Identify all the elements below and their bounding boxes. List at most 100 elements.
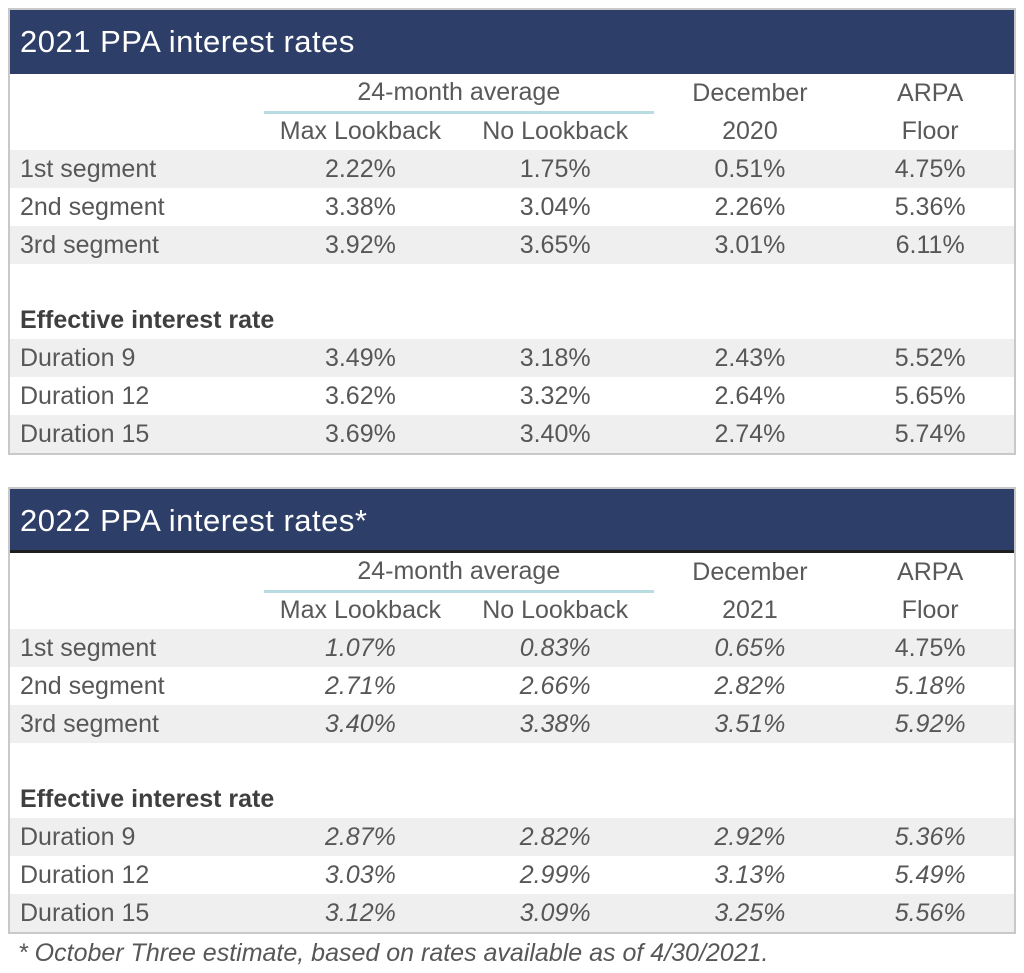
table-row: 2nd segment 2.71% 2.66% 2.82% 5.18% bbox=[10, 667, 1014, 705]
header-row-spanner: 24-month average December ARPA bbox=[10, 553, 1014, 593]
value-cell: 0.51% bbox=[653, 150, 847, 188]
table-row: Duration 9 2.87% 2.82% 2.92% 5.36% bbox=[10, 818, 1014, 856]
spanner-24-month-average: 24-month average bbox=[264, 74, 654, 114]
value-cell: 3.32% bbox=[519, 381, 591, 410]
row-label: Duration 15 bbox=[10, 894, 264, 932]
max-lookback-header: Max Lookback bbox=[279, 596, 441, 625]
value-cell: 3.49% bbox=[264, 339, 457, 377]
value-cell: 2.26% bbox=[714, 192, 786, 221]
value-cell: 2.74% bbox=[653, 415, 847, 453]
value-cell: 3.25% bbox=[653, 894, 847, 932]
header-row-spanner: 24-month average December ARPA bbox=[10, 74, 1014, 114]
december-header-line2: 2020 bbox=[722, 116, 778, 145]
section-label: Effective interest rate bbox=[10, 301, 1014, 339]
row-label: 3rd segment bbox=[10, 226, 264, 264]
value-cell: 2.71% bbox=[324, 671, 396, 700]
value-cell: 0.65% bbox=[653, 629, 847, 667]
table-row: Duration 12 3.62% 3.32% 2.64% 5.65% bbox=[10, 377, 1014, 415]
december-header-line1: December bbox=[692, 557, 808, 586]
value-cell: 3.13% bbox=[714, 860, 786, 889]
table-row: 3rd segment 3.92% 3.65% 3.01% 6.11% bbox=[10, 226, 1014, 264]
table-row: Duration 15 3.12% 3.09% 3.25% 5.56% bbox=[10, 894, 1014, 932]
ppa-2021-grid: 24-month average December ARPA Max Lookb… bbox=[10, 74, 1014, 453]
table-row: Duration 9 3.49% 3.18% 2.43% 5.52% bbox=[10, 339, 1014, 377]
row-label: Duration 12 bbox=[20, 860, 150, 889]
value-cell: 3.51% bbox=[653, 705, 847, 743]
value-cell: 2.99% bbox=[519, 860, 591, 889]
section-row: Effective interest rate bbox=[10, 780, 1014, 818]
max-lookback-header: Max Lookback bbox=[279, 117, 441, 146]
empty-header-cell bbox=[10, 112, 264, 150]
empty-header-cell bbox=[10, 74, 264, 112]
value-cell: 3.40% bbox=[264, 705, 457, 743]
row-label: 3rd segment bbox=[10, 705, 264, 743]
row-label: Duration 12 bbox=[20, 381, 150, 410]
table-row: 2nd segment 3.38% 3.04% 2.26% 5.36% bbox=[10, 188, 1014, 226]
value-cell: 3.01% bbox=[653, 226, 847, 264]
footnote: * October Three estimate, based on rates… bbox=[18, 939, 769, 967]
empty-header-cell bbox=[10, 553, 264, 591]
value-cell: 5.18% bbox=[894, 671, 966, 700]
table-row: Duration 12 3.03% 2.99% 3.13% 5.49% bbox=[10, 856, 1014, 894]
value-cell: 2.87% bbox=[264, 818, 457, 856]
value-cell: 1.07% bbox=[264, 629, 457, 667]
section-row: Effective interest rate bbox=[10, 301, 1014, 339]
spacer-row bbox=[10, 264, 1014, 301]
value-cell: 2.82% bbox=[456, 818, 654, 856]
ppa-2021-table: 2021 PPA interest rates 24-month average… bbox=[8, 8, 1016, 455]
december-header-line2: 2021 bbox=[722, 595, 778, 624]
row-label: 1st segment bbox=[10, 629, 264, 667]
row-label: Duration 15 bbox=[10, 415, 264, 453]
header-row-sub: Max Lookback No Lookback 2021 Floor bbox=[10, 591, 1014, 629]
value-cell: 2.64% bbox=[714, 381, 786, 410]
value-cell: 3.12% bbox=[264, 894, 457, 932]
value-cell: 2.43% bbox=[653, 339, 847, 377]
value-cell: 6.11% bbox=[846, 226, 1014, 264]
value-cell: 3.38% bbox=[456, 705, 654, 743]
value-cell: 5.65% bbox=[894, 381, 966, 410]
row-label: 2nd segment bbox=[20, 671, 165, 700]
ppa-2022-table: 2022 PPA interest rates* 24-month averag… bbox=[8, 487, 1016, 934]
row-label: Duration 9 bbox=[10, 818, 264, 856]
value-cell: 2.22% bbox=[264, 150, 457, 188]
value-cell: 0.83% bbox=[456, 629, 654, 667]
value-cell: 5.36% bbox=[894, 192, 966, 221]
value-cell: 3.18% bbox=[456, 339, 654, 377]
value-cell: 4.75% bbox=[846, 629, 1014, 667]
arpa-header-line1: ARPA bbox=[897, 557, 964, 586]
value-cell: 5.52% bbox=[846, 339, 1014, 377]
table-row: 3rd segment 3.40% 3.38% 3.51% 5.92% bbox=[10, 705, 1014, 743]
value-cell: 1.75% bbox=[456, 150, 654, 188]
table-row: 1st segment 1.07% 0.83% 0.65% 4.75% bbox=[10, 629, 1014, 667]
arpa-header-line2: Floor bbox=[901, 595, 959, 624]
value-cell: 3.65% bbox=[456, 226, 654, 264]
empty-header-cell bbox=[10, 591, 264, 629]
table-row: Duration 15 3.69% 3.40% 2.74% 5.74% bbox=[10, 415, 1014, 453]
value-cell: 3.04% bbox=[519, 192, 591, 221]
section-label: Effective interest rate bbox=[10, 780, 1014, 818]
ppa-2022-grid: 24-month average December ARPA Max Lookb… bbox=[10, 553, 1014, 932]
value-cell: 3.62% bbox=[324, 381, 396, 410]
row-label: Duration 9 bbox=[10, 339, 264, 377]
value-cell: 5.36% bbox=[846, 818, 1014, 856]
value-cell: 2.66% bbox=[519, 671, 591, 700]
spacer-row bbox=[10, 743, 1014, 780]
value-cell: 3.92% bbox=[264, 226, 457, 264]
value-cell: 3.03% bbox=[324, 860, 396, 889]
value-cell: 2.82% bbox=[714, 671, 786, 700]
row-label: 1st segment bbox=[10, 150, 264, 188]
arpa-header-line1: ARPA bbox=[897, 78, 964, 107]
value-cell: 2.92% bbox=[653, 818, 847, 856]
value-cell: 5.74% bbox=[846, 415, 1014, 453]
table-row: 1st segment 2.22% 1.75% 0.51% 4.75% bbox=[10, 150, 1014, 188]
ppa-2021-title-band: 2021 PPA interest rates bbox=[10, 10, 1014, 74]
spanner-24-month-average: 24-month average bbox=[264, 553, 654, 593]
arpa-header-line2: Floor bbox=[901, 116, 959, 145]
value-cell: 5.49% bbox=[894, 860, 966, 889]
value-cell: 3.09% bbox=[456, 894, 654, 932]
december-header-line1: December bbox=[692, 78, 808, 107]
row-label: 2nd segment bbox=[20, 192, 165, 221]
value-cell: 3.40% bbox=[456, 415, 654, 453]
value-cell: 5.92% bbox=[846, 705, 1014, 743]
